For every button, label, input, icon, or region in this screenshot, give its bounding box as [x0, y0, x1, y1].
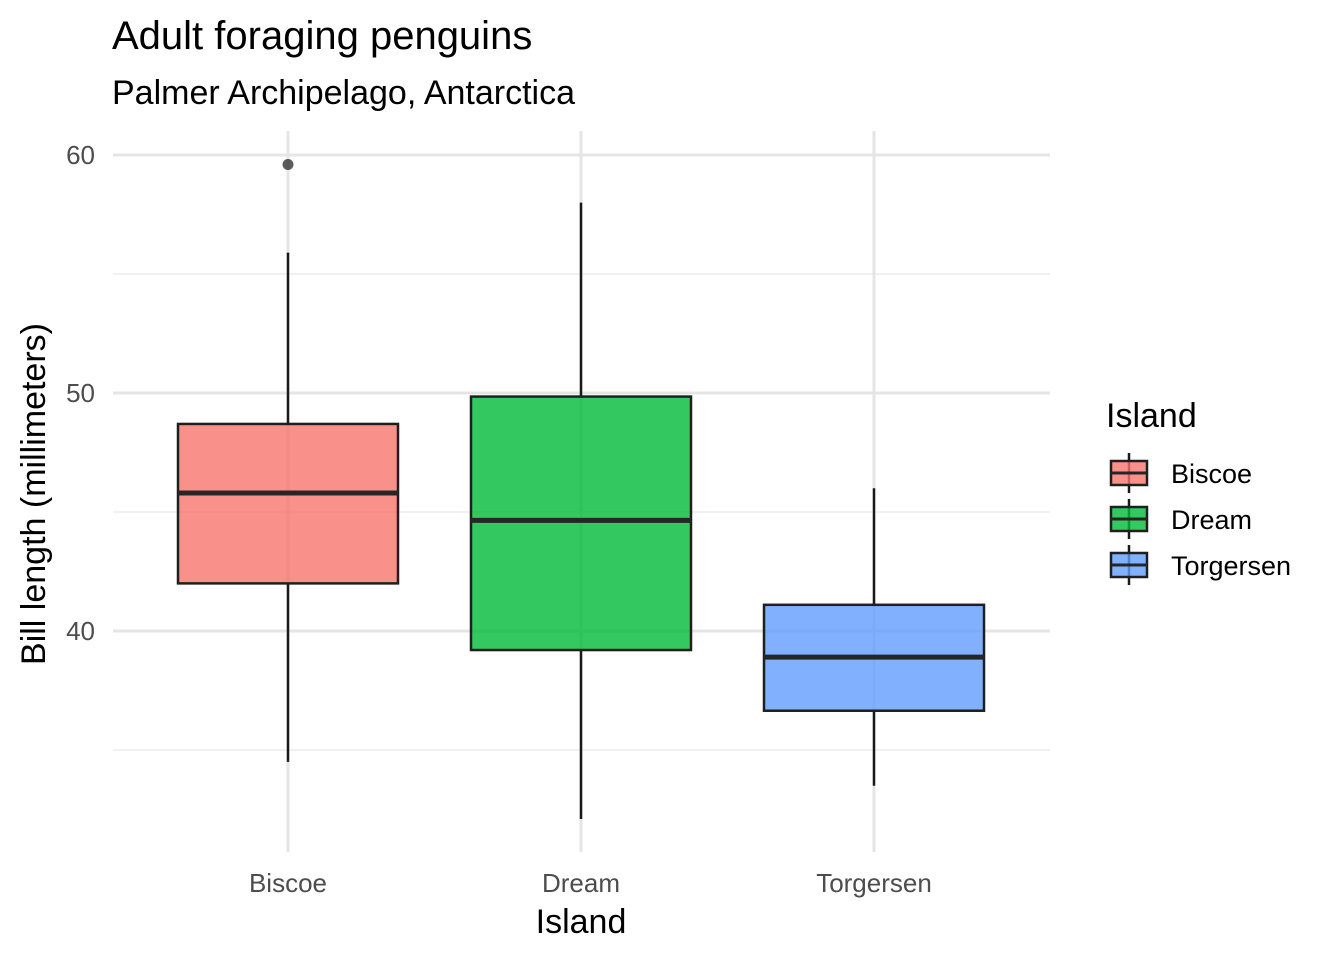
boxes: [176, 159, 986, 820]
legend-label: Dream: [1171, 505, 1252, 535]
legend-title: Island: [1106, 397, 1197, 435]
axis-labels: 40 50 60 Biscoe Dream Torgersen: [66, 140, 932, 898]
x-tick-label: Dream: [542, 868, 620, 898]
legend-item-torgersen: Torgersen: [1109, 545, 1291, 585]
legend-label: Biscoe: [1171, 459, 1252, 489]
y-tick-label: 40: [66, 616, 95, 646]
iqr-box: [469, 395, 693, 652]
legend: Island Biscoe Dream Torgersen: [1106, 397, 1291, 585]
x-axis-title: Island: [536, 903, 627, 941]
iqr-box: [176, 422, 400, 585]
legend-item-biscoe: Biscoe: [1109, 453, 1252, 493]
x-tick-label: Torgersen: [816, 868, 932, 898]
box-biscoe: [176, 159, 400, 762]
y-axis-title: Bill length (millimeters): [15, 323, 53, 665]
x-tick-label: Biscoe: [249, 868, 327, 898]
chart-title: Adult foraging penguins: [112, 14, 533, 58]
box-torgersen: [762, 488, 986, 786]
y-tick-label: 60: [66, 140, 95, 170]
legend-item-dream: Dream: [1109, 499, 1252, 539]
legend-label: Torgersen: [1171, 551, 1291, 581]
chart-subtitle: Palmer Archipelago, Antarctica: [112, 74, 576, 112]
y-tick-label: 50: [66, 378, 95, 408]
outlier-point: [282, 159, 294, 171]
box-dream: [469, 202, 693, 820]
